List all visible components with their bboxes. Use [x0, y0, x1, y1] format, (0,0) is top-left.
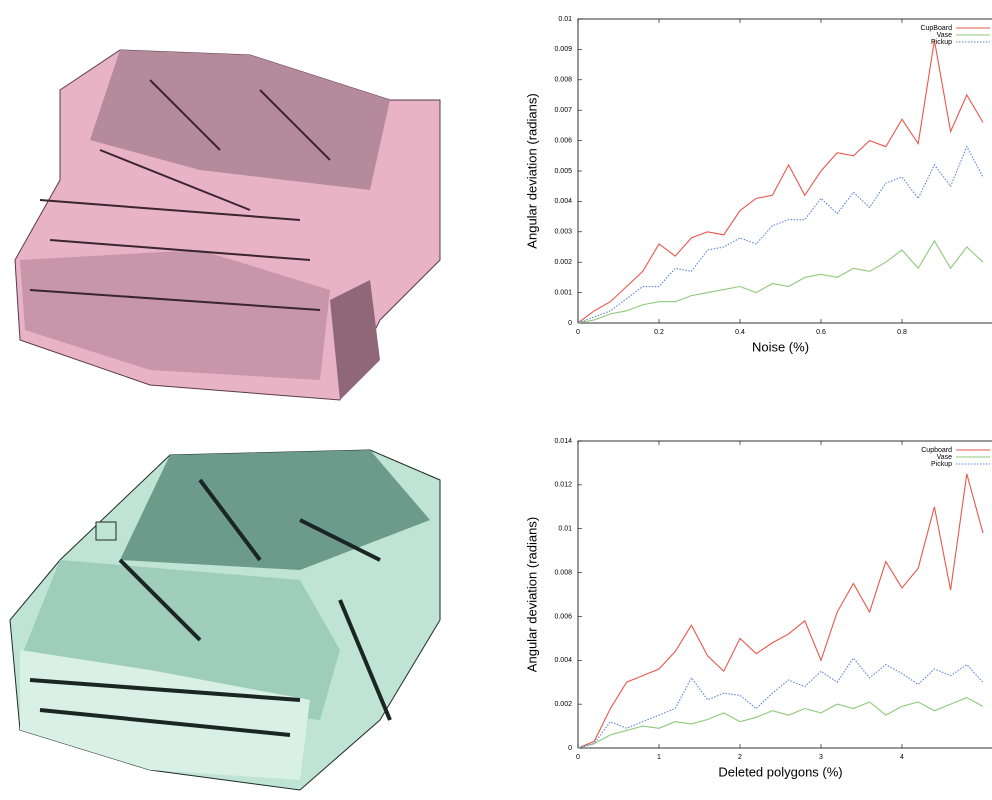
x-tick-label: 4 [900, 754, 904, 761]
series-line [577, 473, 984, 749]
pink-truck-render [14, 49, 441, 401]
y-tick-label: 0 [568, 320, 572, 327]
series-line [577, 239, 984, 324]
legend-label: Pickup [931, 39, 952, 46]
x-tick-label: 0.8 [897, 329, 907, 336]
plot-frame [577, 440, 992, 749]
x-tick-label: 0.6 [816, 329, 826, 336]
x-tick-label: 0 [576, 754, 580, 761]
y-tick-label: 0.002 [554, 259, 572, 266]
y-tick-label: 0.006 [554, 137, 572, 144]
green-truck-render [9, 449, 441, 791]
y-tick-label: 0.004 [554, 198, 572, 205]
y-tick-label: 0.008 [554, 569, 572, 576]
y-tick-label: 0.002 [554, 701, 572, 708]
y-tick-label: 0.003 [554, 229, 572, 236]
x-tick-label: 0 [576, 329, 580, 336]
y-tick-label: 0.008 [554, 77, 572, 84]
legend-label: Pickup [931, 461, 952, 468]
y-tick-label: 0.005 [554, 168, 572, 175]
y-axis-label: Angular deviation (radians) [524, 93, 539, 248]
x-tick-label: 0.4 [735, 329, 745, 336]
x-tick-label: 0.2 [654, 329, 664, 336]
y-tick-label: 0.014 [554, 438, 572, 445]
y-tick-label: 0.007 [554, 107, 572, 114]
series-line [577, 40, 984, 324]
y-tick-label: 0.01 [558, 16, 572, 23]
x-tick-label: 3 [819, 754, 823, 761]
series-line [577, 145, 984, 324]
legend-label: Vase [937, 454, 953, 461]
y-tick-label: 0.01 [558, 526, 572, 533]
series-line [577, 696, 984, 749]
legend-label: Cupboard [921, 447, 952, 454]
y-tick-label: 0.004 [554, 657, 572, 664]
y-tick-label: 0.009 [554, 46, 572, 53]
x-axis-label: Noise (%) [752, 339, 809, 354]
x-tick-label: 1 [657, 754, 661, 761]
legend-label: CupBoard [920, 25, 952, 32]
legend-label: Vase [937, 32, 953, 39]
y-tick-label: 0 [568, 745, 572, 752]
y-axis-label: Angular deviation (radians) [524, 517, 539, 672]
y-tick-label: 0.001 [554, 289, 572, 296]
x-tick-label: 2 [738, 754, 742, 761]
y-tick-label: 0.012 [554, 482, 572, 489]
series-line [577, 657, 984, 749]
x-axis-label: Deleted polygons (%) [718, 764, 842, 779]
y-tick-label: 0.006 [554, 613, 572, 620]
